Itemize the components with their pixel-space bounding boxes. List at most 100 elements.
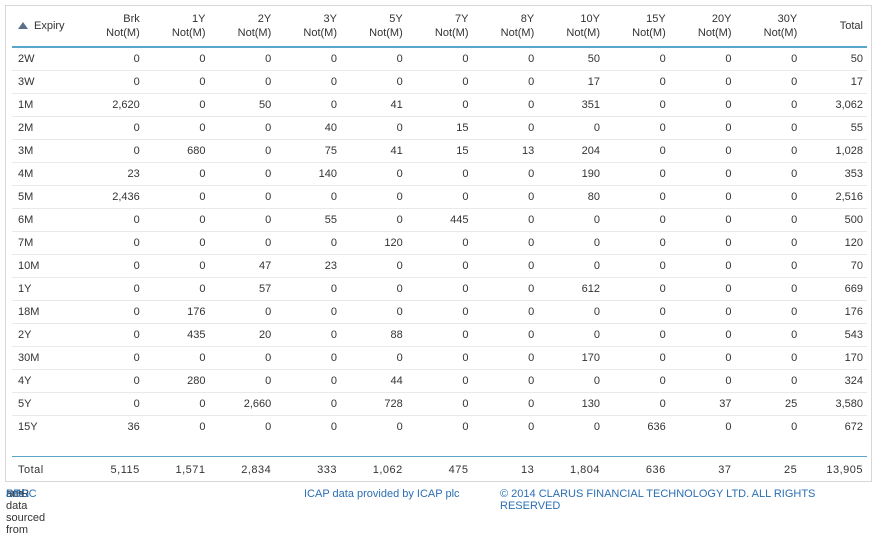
- column-header-unit: Not(M): [697, 27, 732, 39]
- notional-cell: 0: [275, 231, 341, 255]
- notional-cell: 15: [406, 139, 473, 163]
- notional-cell: 0: [406, 277, 473, 301]
- notional-cell: 0: [143, 254, 210, 278]
- notional-cell: 0: [341, 254, 407, 278]
- notional-cell: 0: [209, 346, 276, 370]
- dtcc-link[interactable]: DTCC: [6, 488, 37, 500]
- notional-cell: 0: [78, 208, 144, 232]
- column-header-unit: Not(M): [106, 27, 140, 39]
- column-header[interactable]: Brk Not(M): [78, 6, 144, 47]
- notional-cell: 0: [669, 231, 736, 255]
- notional-cell: 0: [669, 369, 736, 393]
- notional-cell: 36: [127, 421, 140, 433]
- notional-cell: 23: [78, 162, 144, 186]
- notional-cell: 25: [735, 392, 802, 416]
- notional-cell: 435: [143, 323, 210, 347]
- column-header[interactable]: 15Y Not(M): [604, 6, 670, 47]
- expiry-header-label: Expiry: [34, 20, 65, 32]
- sort-ascending-icon[interactable]: [18, 22, 28, 29]
- column-header-tenor: Total: [839, 20, 863, 32]
- table-row: 1Y 0 0 57 0 0 0 0 612 0 0 0 669: [12, 277, 867, 301]
- column-header[interactable]: 10Y Not(M): [538, 6, 604, 47]
- notional-cell: 0: [604, 392, 670, 416]
- notional-cell: 728: [341, 392, 407, 416]
- table-body: 2W 0 0 0 0 0 0 0 50 0 0 0 50 3W 0 0 0 0 0 0 0 17 0 0 0 17 1M 2,620 0…: [12, 47, 867, 438]
- total-cell: 5,115: [110, 463, 140, 476]
- column-header[interactable]: 3Y Not(M): [275, 6, 341, 47]
- notional-cell: 0: [143, 208, 210, 232]
- notional-cell: 0: [143, 392, 210, 416]
- notional-cell: 0: [604, 116, 670, 140]
- notional-cell: 0: [472, 277, 539, 301]
- notional-cell: 0: [604, 208, 670, 232]
- notional-cell: 0: [199, 421, 206, 433]
- notional-cell: 0: [406, 162, 473, 186]
- notional-cell: 176: [143, 300, 210, 324]
- notional-cell: 2,620: [78, 93, 144, 117]
- notional-cell: 0: [669, 185, 736, 209]
- notional-cell: 0: [143, 70, 210, 94]
- notional-cell: 0: [341, 185, 407, 209]
- notional-cell: 0: [78, 116, 144, 140]
- notional-cell: 612: [538, 277, 604, 301]
- notional-cell: 0: [143, 47, 210, 71]
- notional-cell: 41: [341, 93, 407, 117]
- notional-cell: 17: [538, 70, 604, 94]
- expiry-cell: 3M: [12, 139, 78, 163]
- total-cell: 1,804: [569, 463, 600, 476]
- notional-cell: 0: [406, 346, 473, 370]
- table-row: 2Y 0 435 20 0 88 0 0 0 0 0 0 543: [12, 323, 867, 347]
- notional-cell: 0: [78, 139, 144, 163]
- notional-cell: 0: [275, 346, 341, 370]
- column-header[interactable]: 1Y Not(M): [144, 6, 210, 47]
- notional-cell: 3,062: [801, 93, 867, 117]
- notional-cell: 0: [396, 421, 403, 433]
- notional-cell: 41: [341, 139, 407, 163]
- expiry-cell: 10M: [12, 254, 78, 278]
- notional-cell: 0: [604, 346, 670, 370]
- notional-cell: 0: [406, 185, 473, 209]
- notional-cell: 0: [275, 70, 341, 94]
- notional-cell: 88: [341, 323, 407, 347]
- notional-cell: 0: [209, 185, 276, 209]
- notional-cell: 0: [669, 116, 736, 140]
- notional-cell: 0: [472, 300, 539, 324]
- column-header[interactable]: 8Y Not(M): [473, 6, 539, 47]
- column-header[interactable]: 2Y Not(M): [210, 6, 276, 47]
- expiry-header[interactable]: Expiry: [12, 6, 78, 47]
- column-header-tenor: 2Y: [257, 13, 272, 25]
- notional-cell: 0: [406, 254, 473, 278]
- table-row: 3M 0 680 0 75 41 15 13 204 0 0 0 1,028: [12, 139, 867, 163]
- column-header-unit: Not(M): [369, 27, 403, 39]
- bbg-link[interactable]: BBG: [6, 488, 30, 500]
- notional-cell: 0: [735, 323, 802, 347]
- column-header[interactable]: Total: [801, 6, 867, 47]
- notional-cell: 0: [275, 323, 341, 347]
- icap-link[interactable]: ICAP data provided by ICAP plc: [304, 488, 460, 500]
- and-text: and: [6, 488, 25, 500]
- column-header-tenor: 5Y: [389, 13, 403, 25]
- column-header-tenor: 15Y: [646, 13, 666, 25]
- notional-cell: 0: [604, 254, 670, 278]
- notional-cell: 0: [604, 300, 670, 324]
- notional-cell: 445: [406, 208, 473, 232]
- notional-cell: 0: [78, 323, 144, 347]
- column-header[interactable]: 7Y Not(M): [407, 6, 473, 47]
- column-header[interactable]: 30Y Not(M): [736, 6, 802, 47]
- notional-cell: 47: [209, 254, 276, 278]
- notional-cell: 0: [472, 208, 539, 232]
- notional-cell: 0: [341, 116, 407, 140]
- notional-cell: 0: [669, 300, 736, 324]
- notional-cell: 0: [472, 162, 539, 186]
- notional-cell: 0: [143, 116, 210, 140]
- column-header[interactable]: 5Y Not(M): [341, 6, 407, 47]
- notional-cell: 0: [472, 346, 539, 370]
- notional-cell: 0: [604, 47, 670, 71]
- notional-cell: 190: [538, 162, 604, 186]
- notional-cell: 0: [669, 323, 736, 347]
- column-header[interactable]: 20Y Not(M): [670, 6, 736, 47]
- notional-cell: 15: [406, 116, 473, 140]
- notional-cell: 0: [735, 185, 802, 209]
- total-cell: 13: [521, 463, 535, 476]
- notional-cell: 0: [341, 346, 407, 370]
